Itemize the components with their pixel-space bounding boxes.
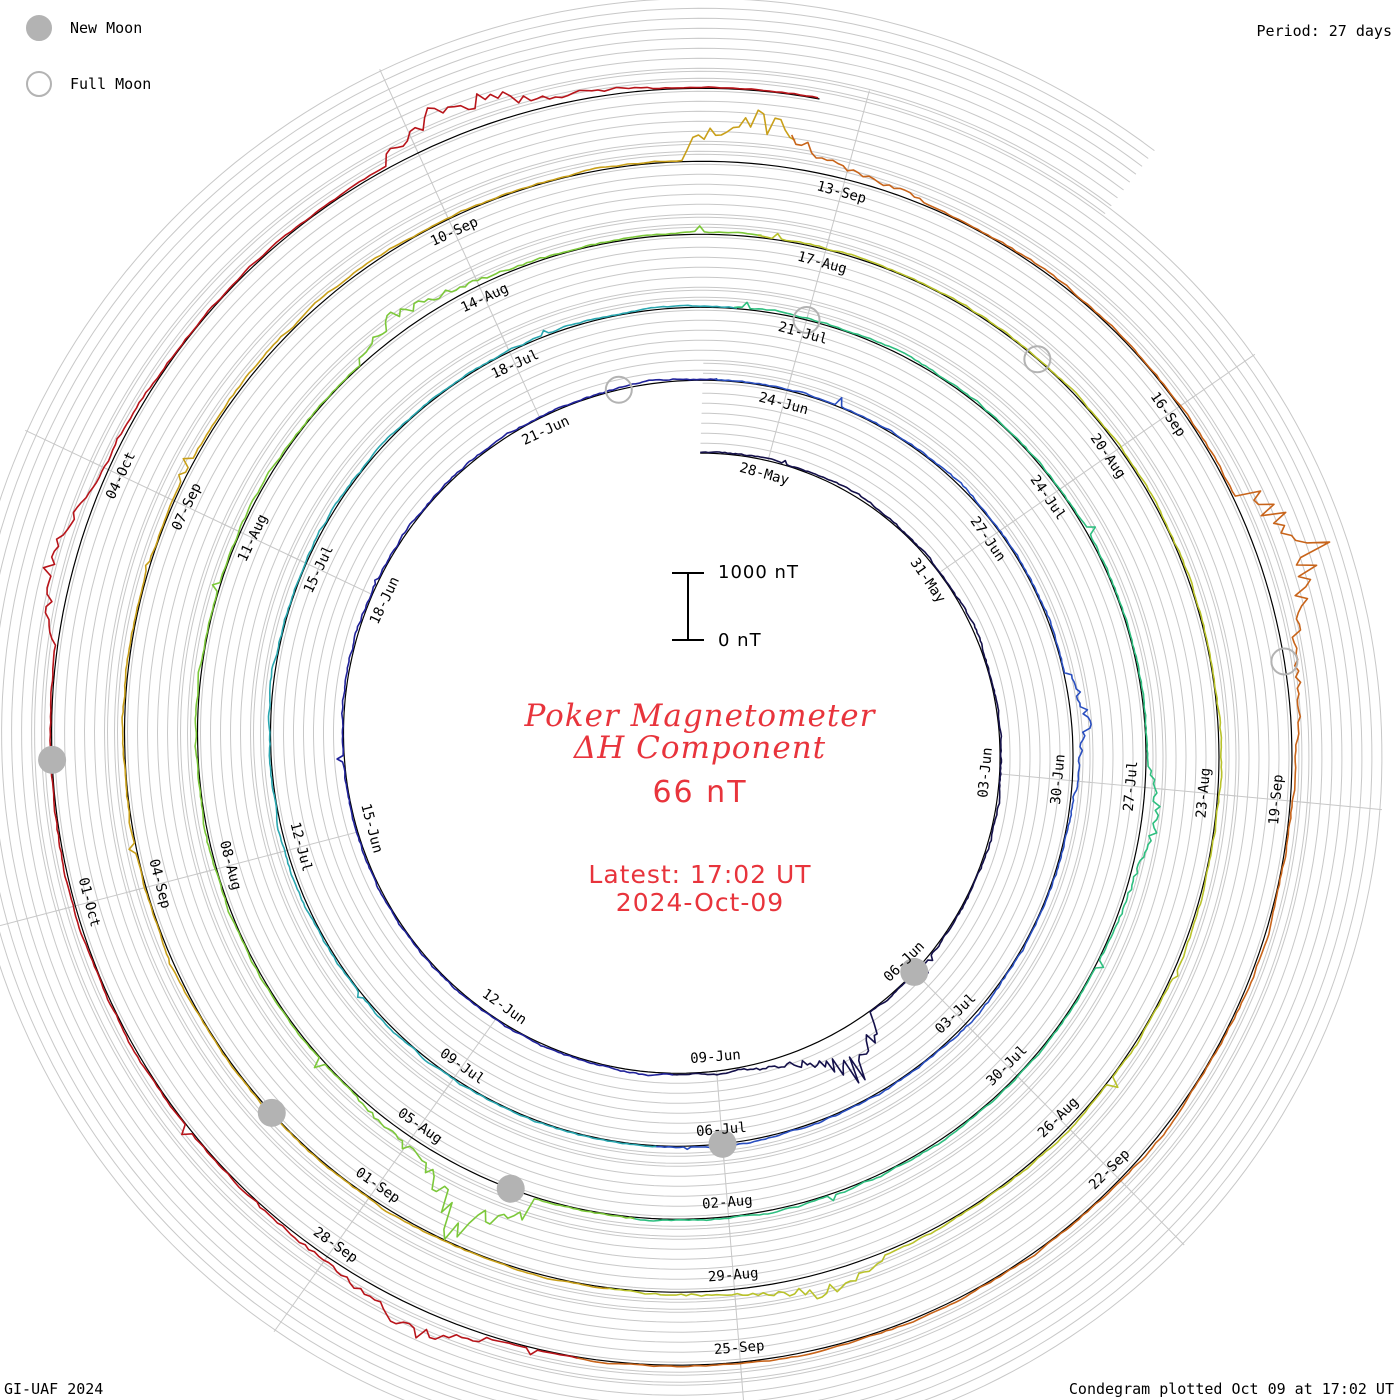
full-moon-icon [26,71,52,97]
scale-bar [672,572,704,641]
moon-markers [38,305,1299,1203]
data-trace [267,304,738,1148]
scale-bottom-label: 0 nT [718,630,762,651]
date-label: 18-Jun [367,574,403,627]
period-label: Period: 27 days [1256,22,1392,40]
grid-spiral [0,7,1373,1400]
date-label: 28-Sep [310,1224,361,1266]
data-trace [121,109,796,1290]
date-label: 09-Jul [437,1045,488,1087]
grid-spoke [273,1256,328,1333]
legend-label: New Moon [70,19,143,37]
legend-label: Full Moon [70,75,152,93]
date-label: 02-Aug [702,1193,754,1213]
new-moon-marker [900,957,929,986]
legend-full-moon: Full Moon [26,68,151,100]
grid-spiral [1,37,1343,1400]
date-label: 01-Sep [352,1165,403,1207]
grid-spoke [739,1362,744,1400]
date-tick-labels: 28-May31-May03-Jun06-Jun09-Jun12-Jun15-J… [75,178,1287,1358]
grid-spoke [0,905,76,927]
full-moon-marker [1270,647,1299,676]
new-moon-marker [38,745,67,774]
baseline [50,87,1293,1366]
chart-title: Poker Magnetometer [524,698,876,734]
grid-spoke [844,90,870,180]
grid-spoke [1178,353,1256,408]
grid-spoke [379,69,419,154]
date-label: 03-Jun [975,747,996,799]
date-label: 30-Jun [1048,753,1069,805]
grid-spoke [25,429,109,471]
date-label: 12-Jun [479,986,530,1028]
grid-spoke [1119,1179,1185,1246]
legend-new-moon: New Moon [26,12,142,44]
latest-date: 2024-Oct-09 [615,888,785,917]
date-label: 25-Sep [713,1338,765,1358]
data-trace [42,86,819,1359]
new-moon-marker [708,1129,737,1158]
grid-spiral [21,57,1323,1396]
data-trace [653,378,1092,1151]
data-trace [604,232,1223,1300]
full-moon-marker [1023,345,1052,374]
date-label: 19-Sep [1266,774,1287,826]
credit-label: GI-UAF 2024 [4,1380,104,1398]
grid-spiral [0,17,1363,1400]
grid-spiral [0,27,1353,1400]
grid-spiral [41,77,1303,1376]
new-moon-marker [257,1098,286,1127]
data-trace [336,378,718,1077]
chart-subtitle: ΔH Component [573,730,827,766]
new-moon-marker [496,1174,525,1203]
current-value: 66 nT [652,775,748,810]
date-label: 29-Aug [707,1265,759,1285]
date-label: 31-May [907,555,949,606]
data-trace [573,134,1331,1368]
plotted-timestamp: Condegram plotted Oct 09 at 17:02 UT [1068,1380,1394,1398]
latest-time: Latest: 17:02 UT [588,860,812,889]
scale-top-label: 1000 nT [718,562,799,583]
data-trace [631,301,1161,1222]
data-trace [194,225,762,1241]
baseline-spiral [50,87,1293,1366]
data-traces [42,86,1331,1368]
full-moon-marker [792,305,821,334]
grid-spiral [11,47,1333,1400]
date-label: 06-Jul [696,1120,748,1140]
date-label: 21-Jun [519,413,572,449]
date-label: 27-Jul [1121,760,1142,812]
new-moon-icon [26,15,52,41]
data-trace [670,451,1003,1084]
date-label: 09-Jun [690,1047,742,1067]
date-label: 23-Aug [1193,767,1214,819]
grid-spoke [1290,800,1382,811]
full-moon-marker [604,375,633,404]
